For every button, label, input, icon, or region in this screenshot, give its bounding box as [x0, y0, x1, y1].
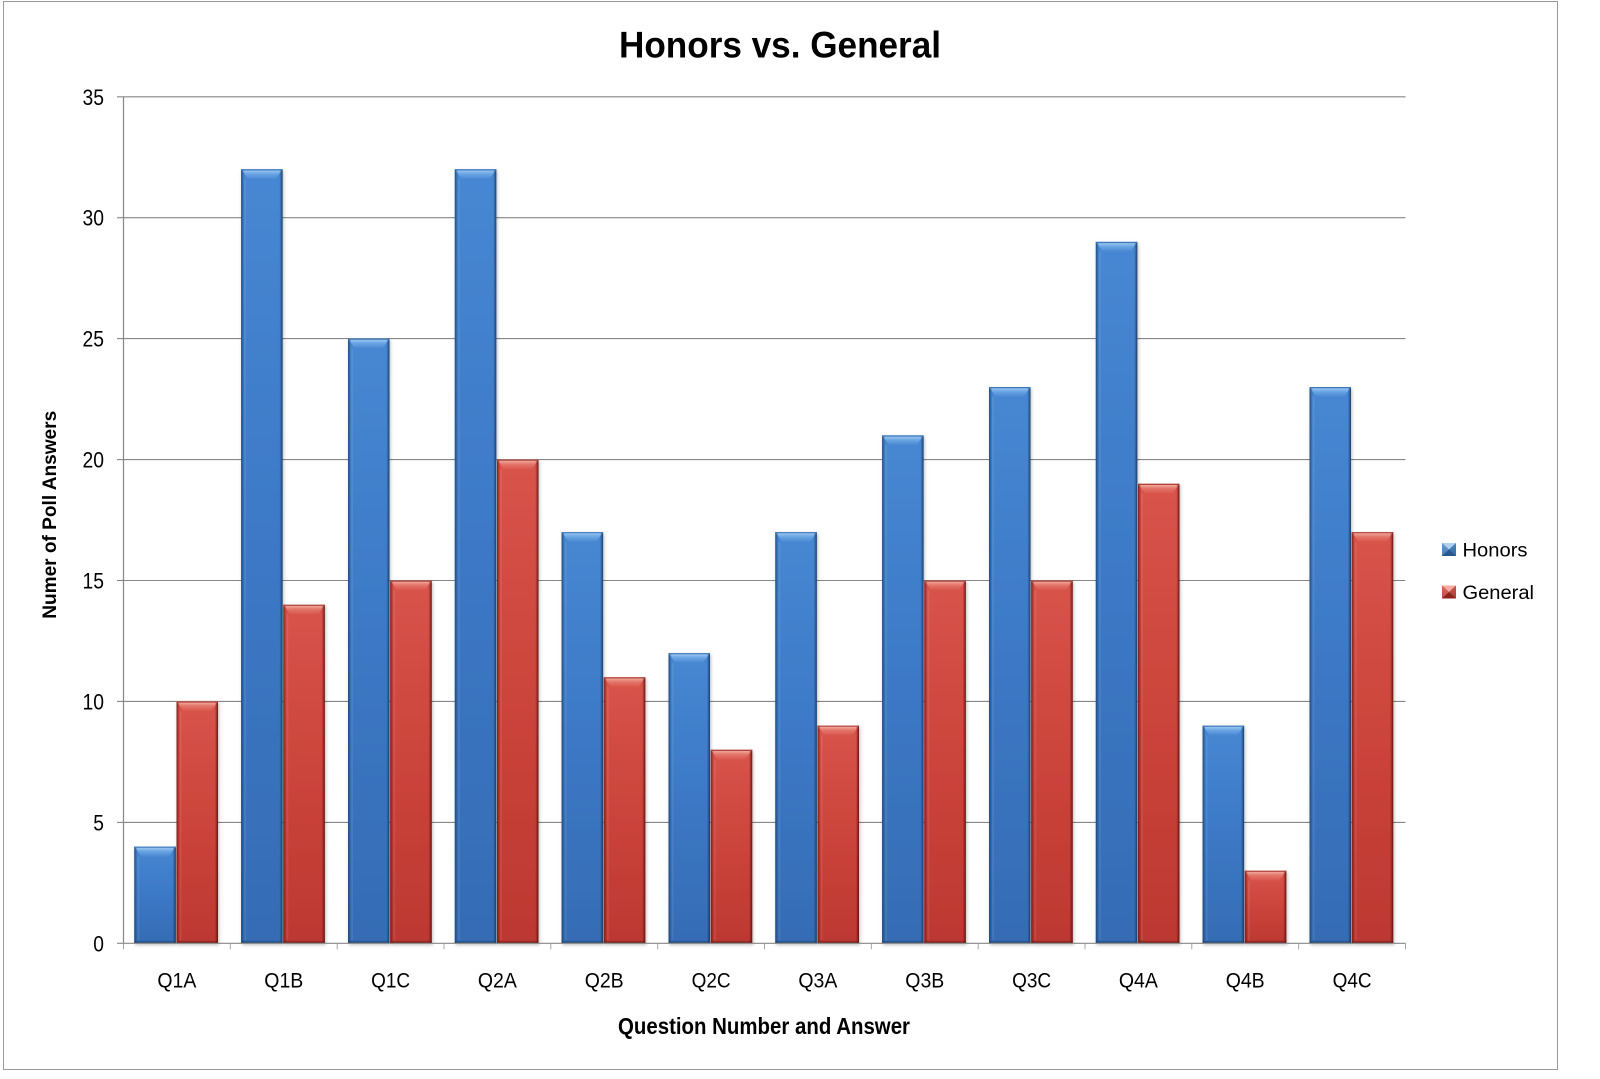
svg-text:30: 30 [83, 206, 105, 231]
svg-text:Q2A: Q2A [478, 970, 517, 993]
svg-text:0: 0 [93, 931, 104, 956]
svg-text:15: 15 [83, 569, 105, 594]
svg-text:20: 20 [83, 448, 105, 473]
svg-text:Q1B: Q1B [264, 970, 303, 993]
svg-text:Q2C: Q2C [692, 970, 731, 993]
svg-text:Q3C: Q3C [1012, 970, 1051, 993]
svg-text:35: 35 [83, 85, 105, 110]
svg-text:General: General [1463, 583, 1535, 604]
svg-text:Q3B: Q3B [905, 970, 944, 993]
svg-text:10: 10 [83, 689, 105, 714]
svg-text:Q2B: Q2B [585, 970, 624, 993]
svg-text:Honors: Honors [1463, 541, 1528, 562]
svg-text:Question Number and Answer: Question Number and Answer [618, 1013, 910, 1039]
svg-text:Honors vs. General: Honors vs. General [619, 25, 941, 66]
svg-text:5: 5 [93, 810, 104, 835]
svg-text:Q4B: Q4B [1226, 970, 1265, 993]
svg-text:Q3A: Q3A [798, 970, 837, 993]
svg-text:25: 25 [83, 327, 105, 352]
svg-text:Q1C: Q1C [371, 970, 410, 993]
svg-text:Q4A: Q4A [1119, 970, 1158, 993]
svg-text:Numer of Poll Answers: Numer of Poll Answers [40, 411, 61, 619]
svg-text:Q4C: Q4C [1333, 970, 1372, 993]
svg-text:Q1A: Q1A [157, 970, 196, 993]
